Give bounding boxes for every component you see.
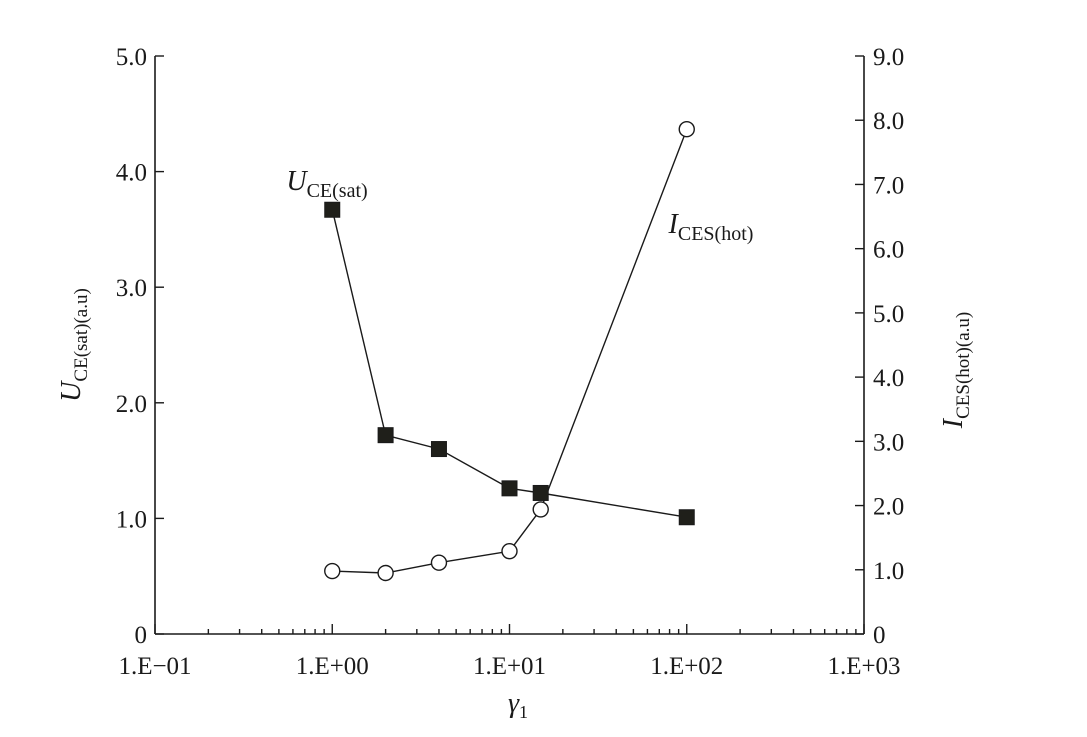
x-tick-label: 1.E+03	[827, 653, 900, 680]
x-axis-title-main: γ	[508, 688, 520, 719]
y-right-tick-label: 3.0	[873, 429, 904, 456]
x-tick-label: 1.E+00	[296, 653, 369, 680]
y-left-tick-label: 1.0	[116, 506, 147, 533]
series-0-point	[430, 441, 447, 458]
y-right-tick-label: 2.0	[873, 494, 904, 521]
axes: 0 1.0 2.0 3.0 4.0 5.0 0 1.0 2.0 3.0 4.0 5.0 6.0 7.0 8.…	[116, 44, 905, 680]
y-right-tick-label: 0	[873, 622, 886, 649]
y-right-tick-label: 1.0	[873, 558, 904, 585]
series-0-point	[324, 201, 341, 218]
series-1-label: ICES(hot)	[668, 209, 754, 245]
series-0-label-sub: CE(sat)	[307, 180, 368, 202]
series-lines	[331, 128, 688, 574]
y-right-axis-title-main: I	[938, 417, 969, 429]
y-left-tick-label: 0	[135, 622, 148, 649]
series-0-point	[532, 484, 549, 501]
series-0-point	[678, 509, 695, 526]
series-0-point	[377, 427, 394, 444]
y-right-tick-label: 9.0	[873, 44, 904, 71]
series-1-point	[678, 121, 695, 138]
y-right-axis-title: ICES(hot)(a.u)	[938, 312, 974, 429]
x-axis-title: γ1	[508, 688, 528, 722]
x-tick-label: 1.E−01	[118, 653, 191, 680]
x-tick-label: 1.E+01	[473, 653, 546, 680]
series-1-point	[501, 542, 518, 560]
y-left-tick-label: 3.0	[116, 275, 147, 302]
series-1-point	[377, 564, 394, 582]
x-axis-title-sub: 1	[519, 702, 528, 722]
y-right-tick-label: 4.0	[873, 365, 904, 392]
series-1-label-sub: CES(hot)	[678, 223, 754, 245]
series-1-point	[324, 562, 341, 580]
labels: UCE(sat)(a.u)ICES(hot)(a.u)γ1UCE(sat)ICE…	[56, 166, 974, 722]
y-right-tick-label: 5.0	[873, 301, 904, 328]
x-tick-label: 1.E+02	[650, 653, 723, 680]
y-left-tick-label: 2.0	[116, 391, 147, 418]
series-0-label: UCE(sat)	[286, 166, 367, 202]
y-right-tick-label: 7.0	[873, 172, 904, 199]
series-0-point	[501, 480, 518, 497]
y-left-axis-title-sub: CE(sat)(a.u)	[71, 288, 92, 381]
series-markers	[324, 121, 695, 582]
series-line-1	[332, 128, 688, 574]
series-1-label-main: I	[668, 209, 680, 240]
y-right-axis-title-sub: CES(hot)(a.u)	[953, 312, 974, 419]
series-1-point	[532, 501, 549, 518]
y-left-tick-label: 4.0	[116, 160, 147, 187]
y-right-tick-label: 8.0	[873, 108, 904, 135]
y-left-tick-label: 5.0	[116, 44, 147, 71]
y-left-axis-title: UCE(sat)(a.u)	[56, 288, 92, 402]
series-line-0	[331, 209, 687, 518]
series-0-label-main: U	[286, 166, 308, 197]
y-left-axis-title-main: U	[56, 380, 87, 402]
series-1-point	[430, 554, 448, 571]
y-right-tick-label: 6.0	[873, 237, 904, 264]
